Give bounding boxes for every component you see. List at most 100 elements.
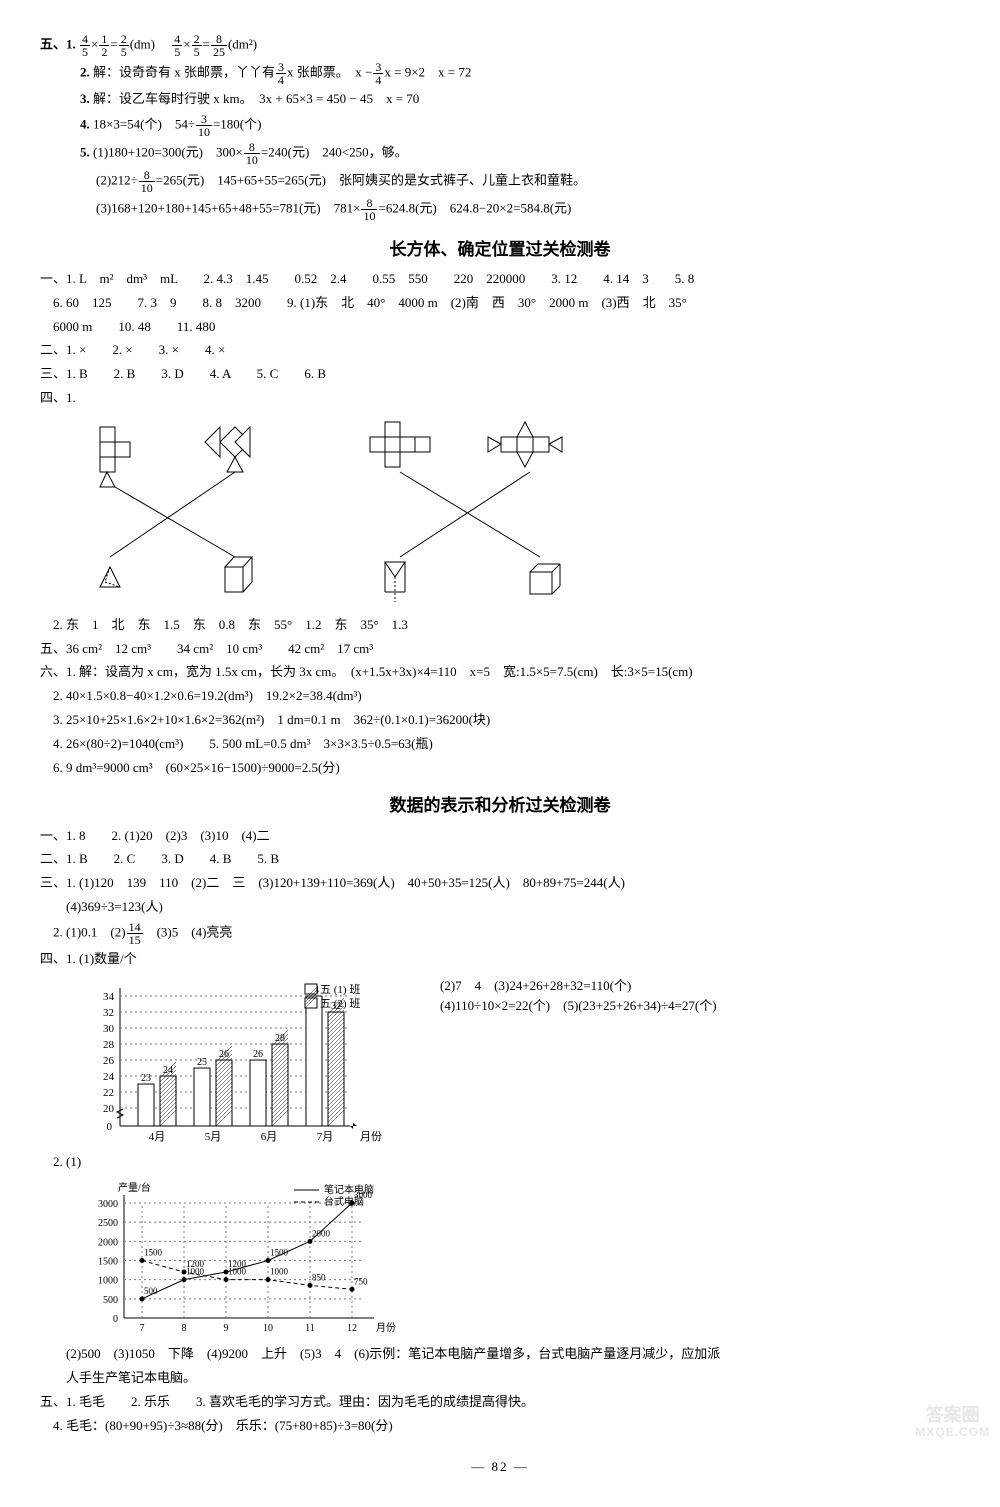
b-l10: 五、1. 毛毛 2. 乐乐 3. 喜欢毛毛的学习方式。理由：因为毛毛的成绩提高得… [40, 1392, 960, 1413]
svg-text:1200: 1200 [186, 1259, 205, 1269]
b-l4: (4)369÷3=123(人) [40, 897, 960, 918]
sec5-q5-3: (3)168+120+180+145+65+48+55=781(元) 781×8… [96, 197, 960, 222]
svg-text:五 (1) 班: 五 (1) 班 [320, 983, 360, 996]
svg-text:2500: 2500 [98, 1218, 118, 1229]
q51a: (1)180+120=300(元) 300× [93, 144, 243, 159]
q52b: =265(元) 145+65+55=265(元) 张阿姨买的是女式裤子、儿童上衣… [156, 172, 586, 187]
svg-text:0: 0 [113, 1314, 118, 1325]
match-left [80, 417, 290, 607]
svg-text:6月: 6月 [261, 1131, 278, 1143]
svg-text:26: 26 [219, 1049, 229, 1060]
svg-text:0: 0 [107, 1121, 113, 1133]
svg-text:产量/台: 产量/台 [118, 1181, 151, 1194]
watermark: 答案圈 MXQE.COM [915, 1406, 990, 1439]
svg-text:7月: 7月 [317, 1131, 334, 1143]
svg-text:26: 26 [253, 1049, 263, 1060]
sec5-q3: 3. 解：设乙车每时行驶 x km。 3x + 65×3 = 450 − 45 … [80, 89, 960, 110]
a-l3: 6000 m 10. 48 11. 480 [40, 317, 960, 338]
svg-text:1500: 1500 [98, 1257, 118, 1268]
svg-text:10: 10 [263, 1323, 273, 1334]
svg-text:20: 20 [103, 1103, 115, 1115]
b-l5b: (3)5 (4)亮亮 [144, 924, 233, 939]
q3: 解：设乙车每时行驶 x km。 3x + 65×3 = 450 − 45 x =… [93, 91, 419, 106]
svg-text:30: 30 [103, 1023, 115, 1035]
page-number: — 82 — [40, 1457, 960, 1478]
a-l9: 六、1. 解：设高为 x cm，宽为 1.5x cm，长为 3x cm。 (x+… [40, 662, 960, 683]
svg-text:8: 8 [182, 1323, 187, 1334]
q1a: (dm) [130, 36, 155, 51]
svg-text:12: 12 [347, 1323, 357, 1334]
bar-chart-side-text: (2)7 4 (3)24+26+28+32=110(个) (4)110÷10×2… [440, 976, 717, 1018]
svg-text:500: 500 [103, 1295, 118, 1306]
matching-diagrams [80, 417, 960, 607]
svg-text:月份: 月份 [360, 1130, 382, 1143]
svg-text:750: 750 [354, 1277, 368, 1287]
b-l2: 二、1. B 2. C 3. D 4. B 5. B [40, 849, 960, 870]
q1b: (dm²) [228, 36, 257, 51]
b-l1: 一、1. 8 2. (1)20 (2)3 (3)10 (4)二 [40, 826, 960, 847]
svg-text:3000: 3000 [98, 1199, 118, 1210]
svg-text:1000: 1000 [228, 1267, 247, 1277]
q51b: =240(元) 240<250，够。 [261, 144, 408, 159]
q2c: x − [355, 64, 372, 79]
sec5-q2: 2. 解：设奇奇有 x 张邮票，丫丫有34x 张邮票。 x −34x = 9×2… [80, 61, 960, 86]
svg-text:5月: 5月 [205, 1131, 222, 1143]
b-l3: 三、1. (1)120 139 110 (2)二 三 (3)120+139+11… [40, 873, 960, 894]
sec5-q4: 4. 18×3=54(个) 54÷310=180(个) [80, 113, 960, 138]
a-l11: 3. 25×10+25×1.6×2+10×1.6×2=362(m²) 1 dm=… [40, 710, 960, 731]
a-l12: 4. 26×(80÷2)=1040(cm³) 5. 500 mL=0.5 dm³… [40, 734, 960, 755]
svg-text:23: 23 [141, 1073, 151, 1084]
line-chart: 0500100015002000250030007891011125001000… [70, 1178, 430, 1338]
svg-text:24: 24 [163, 1065, 173, 1076]
a-l7: 2. 东 1 北 东 1.5 东 0.8 东 55° 1.2 东 35° 1.3 [40, 615, 960, 636]
svg-text:4月: 4月 [149, 1131, 166, 1143]
q2a: 解：设奇奇有 x 张邮票，丫丫有 [93, 64, 275, 79]
b-l9: 人手生产笔记本电脑。 [40, 1368, 960, 1389]
q52a: (2)212÷ [96, 172, 138, 187]
svg-text:月份: 月份 [376, 1322, 396, 1334]
b-l5: 2. (1)0.1 (2)1415 (3)5 (4)亮亮 [40, 921, 960, 946]
svg-text:26: 26 [103, 1055, 115, 1067]
svg-text:1500: 1500 [144, 1248, 163, 1258]
svg-text:24: 24 [103, 1071, 115, 1083]
sec5-q5-1: 5. (1)180+120=300(元) 300×810=240(元) 240<… [80, 141, 960, 166]
svg-text:1000: 1000 [98, 1276, 118, 1287]
svg-text:11: 11 [305, 1323, 315, 1334]
q2d: x = 9×2 x = 72 [384, 64, 471, 79]
watermark-top: 答案圈 [915, 1406, 990, 1426]
match-right [350, 417, 610, 607]
svg-text:2000: 2000 [98, 1238, 118, 1249]
q4a: 18×3=54(个) 54÷ [93, 116, 195, 131]
sec5-q5-2: (2)212÷810=265(元) 145+65+55=265(元) 张阿姨买的… [96, 169, 960, 194]
svg-text:850: 850 [312, 1273, 326, 1283]
a-l10: 2. 40×1.5×0.8−40×1.2×0.6=19.2(dm³) 19.2×… [40, 686, 960, 707]
svg-text:34: 34 [103, 991, 115, 1003]
q4b: =180(个) [213, 116, 262, 131]
a-l4: 二、1. × 2. × 3. × 4. × [40, 340, 960, 361]
b-l8: (2)500 (3)1050 下降 (4)9200 上升 (5)3 4 (6)示… [40, 1344, 960, 1365]
a-l13: 6. 9 dm³=9000 cm³ (60×25×16−1500)÷9000=2… [40, 758, 960, 779]
b-l5a: 2. (1)0.1 (2) [40, 924, 126, 939]
a-l5: 三、1. B 2. B 3. D 4. A 5. C 6. B [40, 364, 960, 385]
line-chart-block: 0500100015002000250030007891011125001000… [70, 1178, 960, 1338]
svg-text:台式电脑: 台式电脑 [324, 1195, 364, 1208]
b-l7: 2. (1) [40, 1152, 960, 1173]
svg-text:五 (2) 班: 五 (2) 班 [320, 997, 360, 1010]
b-l11: 4. 毛毛：(80+90+95)÷3≈88(分) 乐乐：(75+80+85)÷3… [40, 1416, 960, 1437]
a-l6: 四、1. [40, 388, 960, 409]
q2b: x 张邮票。 [287, 64, 342, 79]
svg-text:22: 22 [103, 1087, 114, 1099]
b-l6: 四、1. (1)数量/个 [40, 949, 960, 970]
bar-chart: 0202224262830323423244月25265月26286月34327… [70, 976, 410, 1146]
q53a: (3)168+120+180+145+65+48+55=781(元) 781× [96, 200, 360, 215]
svg-text:32: 32 [103, 1007, 114, 1019]
svg-text:7: 7 [140, 1323, 145, 1334]
watermark-bottom: MXQE.COM [915, 1426, 990, 1439]
svg-text:笔记本电脑: 笔记本电脑 [324, 1183, 374, 1196]
a-l1: 一、1. L m² dm³ mL 2. 4.3 1.45 0.52 2.4 0.… [40, 269, 960, 290]
svg-text:9: 9 [224, 1323, 229, 1334]
svg-text:25: 25 [197, 1057, 207, 1068]
svg-text:28: 28 [275, 1033, 285, 1044]
title-data: 数据的表示和分析过关检测卷 [40, 792, 960, 819]
svg-text:1000: 1000 [270, 1267, 289, 1277]
